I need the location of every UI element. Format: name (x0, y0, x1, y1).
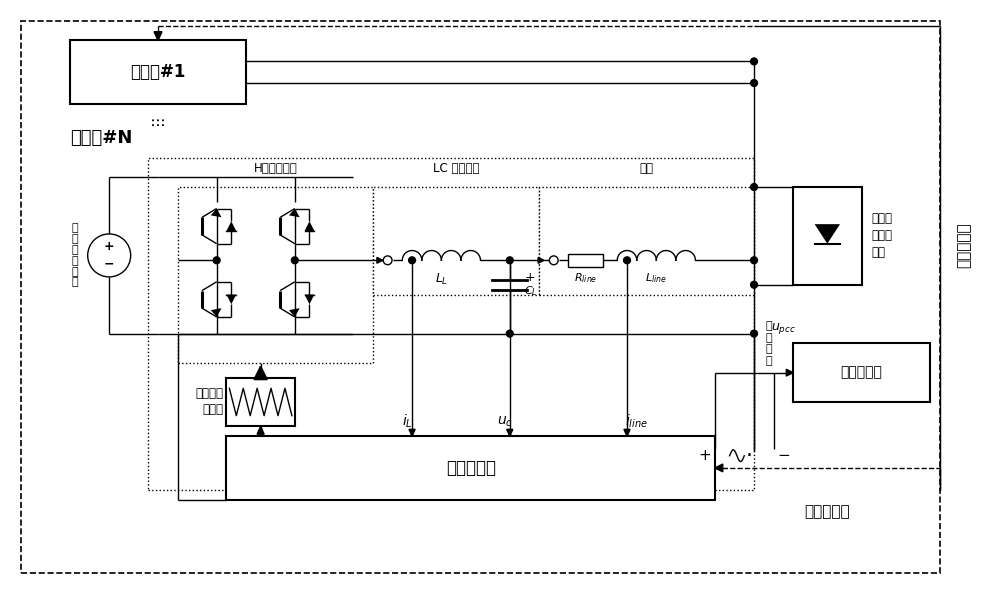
Polygon shape (257, 426, 264, 434)
Bar (70, 41, 246, 104)
Bar (539, 187, 754, 294)
Circle shape (506, 330, 513, 337)
Text: H桥逆变电路: H桥逆变电路 (253, 163, 297, 176)
Text: 低带宽通信: 低带宽通信 (804, 504, 850, 519)
Bar (148, 158, 754, 490)
Text: $L_{line}$: $L_{line}$ (645, 271, 667, 285)
Polygon shape (154, 32, 162, 41)
Text: $i_L$: $i_L$ (402, 413, 413, 430)
Circle shape (751, 58, 757, 65)
Bar (373, 187, 539, 294)
Text: 集中控制器: 集中控制器 (841, 366, 882, 380)
Bar (793, 187, 862, 284)
Bar (793, 343, 930, 402)
Polygon shape (289, 308, 300, 317)
Text: +: + (699, 448, 712, 463)
Text: 逆变器#1: 逆变器#1 (130, 63, 186, 81)
Text: 公
共
母
线: 公 共 母 线 (766, 321, 772, 366)
Bar (568, 254, 603, 267)
Polygon shape (624, 429, 630, 436)
Circle shape (751, 257, 757, 264)
Polygon shape (211, 308, 222, 317)
Text: 逆变器#N: 逆变器#N (70, 129, 132, 147)
Bar (178, 187, 373, 363)
Circle shape (213, 257, 220, 264)
Text: 本地控制器: 本地控制器 (446, 459, 496, 477)
Polygon shape (305, 221, 314, 231)
Text: 直
流
稳
压
电
源: 直 流 稳 压 电 源 (72, 223, 78, 287)
Circle shape (751, 282, 757, 288)
Polygon shape (305, 294, 314, 305)
Text: 线性和
非线性
负载: 线性和 非线性 负载 (871, 213, 892, 259)
Text: +: + (104, 240, 114, 253)
Polygon shape (786, 369, 793, 376)
Polygon shape (226, 294, 236, 305)
Polygon shape (815, 224, 840, 244)
Text: 低带宽通信: 低带宽通信 (957, 223, 972, 269)
Bar (226, 378, 295, 426)
Circle shape (624, 257, 630, 264)
Text: $i_{line}$: $i_{line}$ (625, 413, 648, 430)
Polygon shape (226, 221, 236, 231)
Text: +: + (524, 272, 535, 284)
Text: $R_{line}$: $R_{line}$ (574, 271, 597, 285)
Polygon shape (377, 257, 383, 263)
Polygon shape (715, 464, 723, 472)
Circle shape (751, 184, 757, 190)
Polygon shape (507, 429, 513, 436)
Text: −: − (777, 448, 790, 463)
Polygon shape (538, 257, 544, 263)
Text: −: − (104, 258, 114, 271)
Text: LC 滤波电路: LC 滤波电路 (433, 163, 479, 176)
Text: 驱动及保
护电路: 驱动及保 护电路 (195, 388, 223, 416)
Text: $u_c$: $u_c$ (497, 414, 513, 429)
Text: $u_{pcc}$: $u_{pcc}$ (771, 320, 796, 336)
Circle shape (409, 257, 415, 264)
Text: ·: · (746, 446, 753, 466)
Text: 馈线: 馈线 (640, 163, 654, 176)
Polygon shape (211, 209, 222, 217)
Text: $C_L$: $C_L$ (524, 284, 538, 299)
Circle shape (506, 257, 513, 264)
Circle shape (751, 80, 757, 87)
Polygon shape (289, 209, 300, 217)
Text: $L_L$: $L_L$ (435, 272, 448, 287)
Bar (226, 436, 715, 499)
Circle shape (291, 257, 298, 264)
Polygon shape (409, 429, 415, 436)
Circle shape (751, 330, 757, 337)
